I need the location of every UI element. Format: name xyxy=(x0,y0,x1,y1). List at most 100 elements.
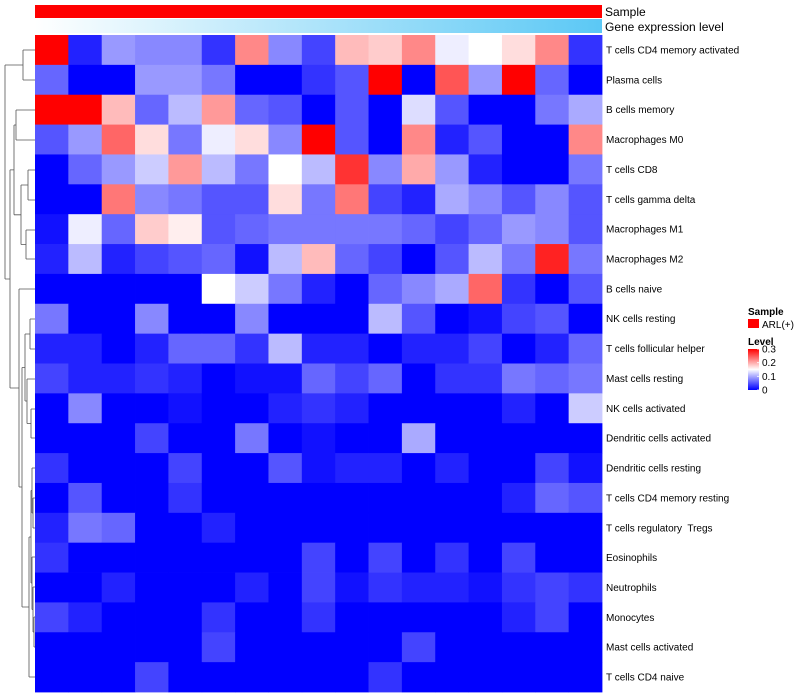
heatmap-cell xyxy=(235,244,269,275)
heatmap-cell xyxy=(68,214,103,245)
heatmap-cell xyxy=(335,94,369,125)
heatmap-cell xyxy=(268,154,303,185)
heatmap-cell xyxy=(435,154,469,185)
heatmap-cell xyxy=(135,542,169,573)
heatmap-cell xyxy=(368,273,403,305)
heatmap-cell xyxy=(268,35,303,66)
heatmap-cell xyxy=(368,423,403,454)
heatmap-cell xyxy=(335,273,369,305)
heatmap-cell xyxy=(235,453,269,484)
heatmap-cell xyxy=(535,303,570,335)
heatmap-cell xyxy=(468,542,503,573)
heatmap-cell xyxy=(135,602,169,633)
heatmap-cell xyxy=(368,602,403,633)
heatmap-cell xyxy=(301,124,336,155)
heatmap-cell xyxy=(535,184,570,215)
heatmap-cell xyxy=(401,512,436,544)
heatmap-cell xyxy=(168,423,203,454)
heatmap-cell xyxy=(335,423,369,454)
heatmap-cell xyxy=(101,512,136,544)
heatmap-cell xyxy=(535,154,570,185)
heatmap-cell xyxy=(535,542,570,573)
heatmap-cell xyxy=(335,184,369,215)
heatmap-cell xyxy=(135,303,169,335)
row-label: Dendritic cells resting xyxy=(606,464,701,475)
heatmap-cell xyxy=(468,303,503,335)
heatmap-cell xyxy=(301,273,336,305)
legend-level-title: Level xyxy=(748,337,774,348)
heatmap-cell xyxy=(335,244,369,275)
heatmap-cell xyxy=(68,244,103,275)
heatmap-cell xyxy=(501,244,536,275)
heatmap-cell xyxy=(335,333,369,364)
heatmap-cell xyxy=(68,423,103,454)
heatmap-cell xyxy=(235,512,269,544)
heatmap-cell xyxy=(168,363,203,394)
heatmap-cell xyxy=(35,124,69,155)
heatmap-cell xyxy=(401,542,436,573)
heatmap-cell xyxy=(468,632,503,663)
heatmap-cell xyxy=(501,303,536,335)
heatmap-cell xyxy=(168,662,203,693)
heatmap-cell xyxy=(301,423,336,454)
heatmap-cell xyxy=(568,632,603,663)
heatmap-cell xyxy=(401,423,436,454)
heatmap-cell xyxy=(201,542,236,573)
heatmap-cell xyxy=(568,393,603,424)
heatmap-cell xyxy=(101,453,136,484)
heatmap-cell xyxy=(101,363,136,394)
row-label: T cells gamma delta xyxy=(606,195,696,206)
heatmap-cell xyxy=(568,602,603,633)
heatmap-cell xyxy=(301,64,336,96)
heatmap-cell xyxy=(201,393,236,424)
heatmap-cell xyxy=(235,542,269,573)
heatmap-cell xyxy=(368,184,403,215)
heatmap-cell xyxy=(501,542,536,573)
heatmap-cell xyxy=(468,393,503,424)
legend-sample-title: Sample xyxy=(748,307,784,318)
heatmap-cell xyxy=(535,214,570,245)
heatmap-cell xyxy=(335,632,369,663)
heatmap-cell xyxy=(35,662,69,693)
heatmap-cell xyxy=(468,423,503,454)
heatmap-cell xyxy=(368,303,403,335)
heatmap-cell xyxy=(201,94,236,125)
row-label: T cells CD8 xyxy=(606,165,658,176)
heatmap-cell xyxy=(35,184,69,215)
heatmap-cell xyxy=(268,303,303,335)
heatmap-cell xyxy=(368,662,403,693)
heatmap-cell xyxy=(235,124,269,155)
heatmap-cell xyxy=(68,453,103,484)
heatmap-cell xyxy=(335,512,369,544)
heatmap-cell xyxy=(101,214,136,245)
row-label: Mast cells activated xyxy=(606,643,693,654)
heatmap-cell xyxy=(201,124,236,155)
heatmap-cell xyxy=(35,572,69,603)
heatmap-cell xyxy=(201,303,236,335)
heatmap-cell xyxy=(335,542,369,573)
heatmap-cell xyxy=(201,273,236,305)
heatmap-cell xyxy=(468,244,503,275)
heatmap-cell xyxy=(235,64,269,96)
heatmap-cell xyxy=(135,124,169,155)
heatmap-cell xyxy=(168,303,203,335)
row-label: Neutrophils xyxy=(606,583,657,594)
heatmap-cell xyxy=(435,632,469,663)
heatmap-cell xyxy=(235,363,269,394)
heatmap-cell xyxy=(201,632,236,663)
heatmap-cell xyxy=(401,333,436,364)
heatmap-cell xyxy=(368,363,403,394)
heatmap-cell xyxy=(68,64,103,96)
heatmap-cell xyxy=(101,184,136,215)
heatmap-cell xyxy=(301,512,336,544)
heatmap-cell xyxy=(401,572,436,603)
row-label: T cells regulatory Tregs xyxy=(606,523,713,534)
heatmap-cell xyxy=(101,632,136,663)
heatmap-cell xyxy=(68,542,103,573)
heatmap-cell xyxy=(135,214,169,245)
heatmap-cell xyxy=(368,244,403,275)
heatmap-cell xyxy=(268,273,303,305)
heatmap-cell xyxy=(268,64,303,96)
heatmap-cell xyxy=(568,303,603,335)
heatmap-cell xyxy=(501,572,536,603)
